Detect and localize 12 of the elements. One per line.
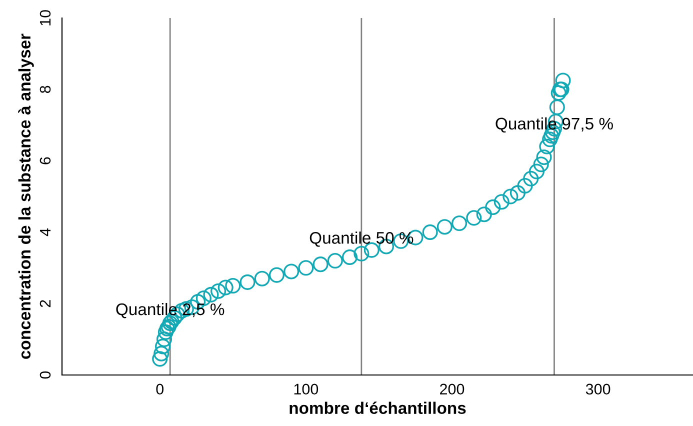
y-axis-title: concentration de la substance à analyser xyxy=(18,34,34,359)
x-tick-label: 300 xyxy=(586,384,610,395)
x-axis-title: nombre d‘échantillons xyxy=(290,402,466,414)
y-tick-label: 4 xyxy=(40,228,50,236)
y-tick-label: 0 xyxy=(40,371,51,379)
y-tick-label: 6 xyxy=(40,157,51,164)
x-tick-label: 0 xyxy=(156,384,164,395)
y-tick-label: 2 xyxy=(40,300,50,308)
x-tick-label: 100 xyxy=(294,384,318,395)
y-tick-label: 10 xyxy=(40,10,51,26)
x-tick-label: 200 xyxy=(440,384,464,395)
y-tick-label: 8 xyxy=(40,86,51,93)
